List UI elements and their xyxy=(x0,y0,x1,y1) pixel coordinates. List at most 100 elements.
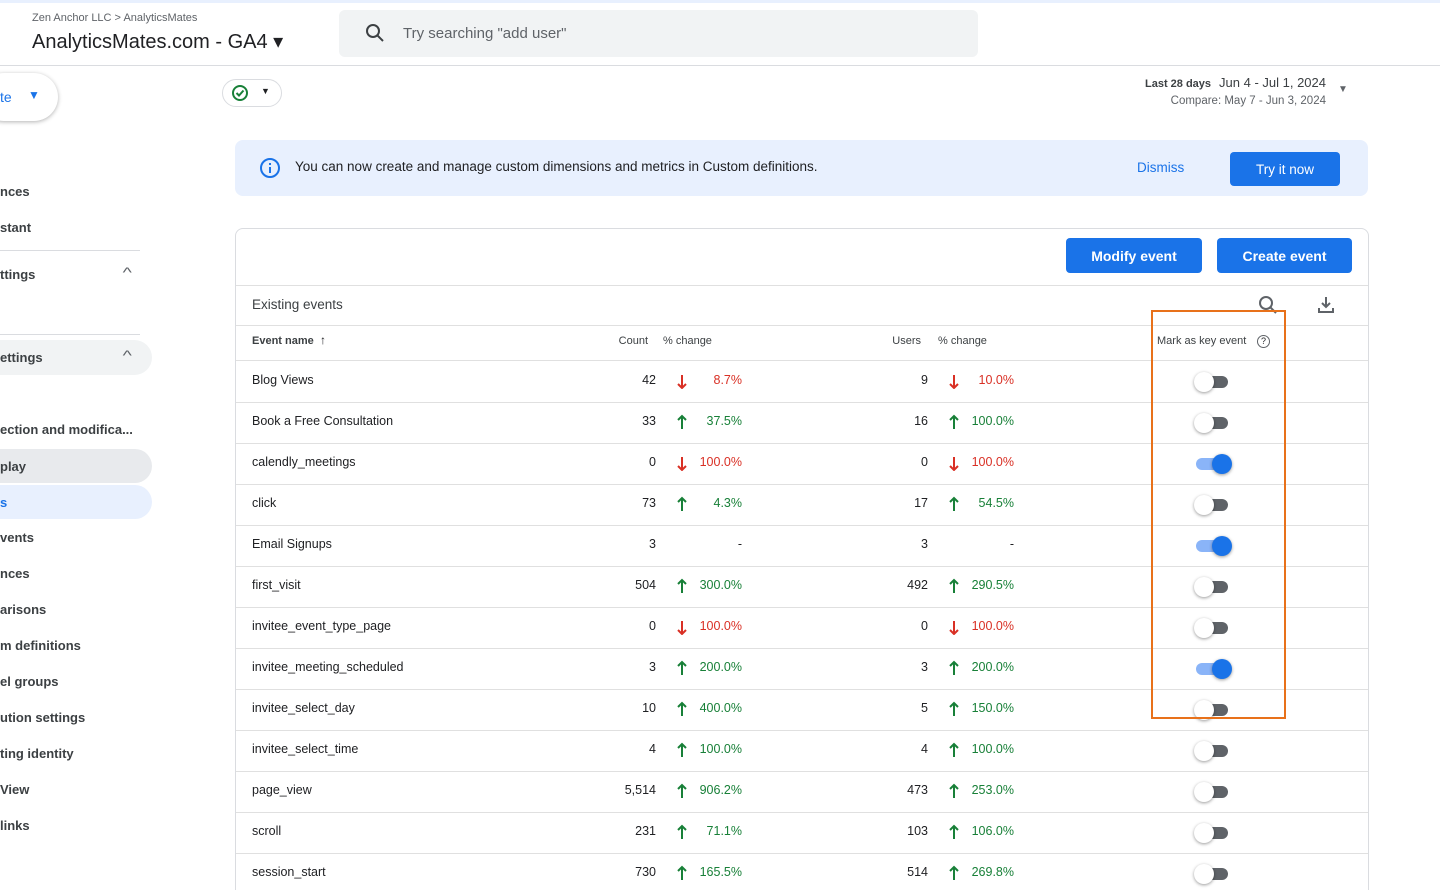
key-event-toggle[interactable] xyxy=(1194,741,1230,761)
count-change: 37.5% xyxy=(706,414,742,428)
count-change: 4.3% xyxy=(713,496,743,510)
count-change: 100.0% xyxy=(699,619,742,633)
table-row: invitee_meeting_scheduled 3 200.0% 3 200.0% xyxy=(236,648,1368,690)
users: 492 xyxy=(907,578,928,592)
trend-arrow xyxy=(677,701,687,717)
trend-arrow xyxy=(677,783,687,799)
dismiss-link[interactable]: Dismiss xyxy=(1137,160,1185,175)
nav-item[interactable]: m definitions xyxy=(0,638,81,653)
trend-arrow xyxy=(677,373,687,390)
count-change: 200.0% xyxy=(699,660,742,674)
key-event-toggle[interactable] xyxy=(1194,413,1230,433)
search-box[interactable]: Try searching "add user" xyxy=(339,10,978,57)
key-event-toggle[interactable] xyxy=(1194,823,1230,843)
nav-item[interactable]: s xyxy=(0,495,8,510)
modify-event-button[interactable]: Modify event xyxy=(1066,238,1202,273)
trend-arrow xyxy=(677,414,687,430)
status-chip[interactable]: ▼ xyxy=(222,79,282,107)
events-card: Modify event Create event Existing event… xyxy=(235,228,1369,890)
nav-item[interactable]: stant xyxy=(0,220,32,235)
count-change: 100.0% xyxy=(699,455,742,469)
key-event-toggle[interactable] xyxy=(1194,536,1232,556)
nav-item[interactable]: View xyxy=(0,782,30,797)
create-button[interactable]: te ▼ xyxy=(0,73,58,121)
nav-item[interactable]: ution settings xyxy=(0,710,86,725)
users-change: - xyxy=(1009,537,1014,551)
count: 10 xyxy=(642,701,656,715)
nav-item[interactable]: ection and modifica... xyxy=(0,422,133,437)
users: 9 xyxy=(921,373,928,387)
breadcrumb-item[interactable]: Zen Anchor LLC xyxy=(32,12,112,24)
nav-item[interactable]: vents xyxy=(0,530,34,545)
event-name: page_view xyxy=(252,783,312,797)
nav-item[interactable]: ettings xyxy=(0,350,43,365)
trend-arrow xyxy=(677,660,687,676)
count: 3 xyxy=(649,537,656,551)
users: 514 xyxy=(907,865,928,879)
table-row: invitee_select_time 4 100.0% 4 100.0% xyxy=(236,730,1368,772)
column-header[interactable]: Count xyxy=(618,335,648,347)
breadcrumb-item[interactable]: AnalyticsMates xyxy=(123,12,198,24)
count-change: 165.5% xyxy=(699,865,742,879)
users-change: 253.0% xyxy=(971,783,1014,797)
key-event-toggle[interactable] xyxy=(1194,577,1230,597)
key-event-toggle[interactable] xyxy=(1194,495,1230,515)
count-change: - xyxy=(737,537,742,551)
count: 5,514 xyxy=(624,783,656,797)
header-divider xyxy=(0,65,1440,66)
search-icon xyxy=(366,24,384,42)
column-header[interactable]: % change xyxy=(938,335,987,347)
nav-item[interactable]: ting identity xyxy=(0,746,74,761)
count-change: 400.0% xyxy=(699,701,742,715)
users: 103 xyxy=(907,824,928,838)
nav-item[interactable]: nces xyxy=(0,184,30,199)
nav-item[interactable]: links xyxy=(0,818,30,833)
create-event-button[interactable]: Create event xyxy=(1217,238,1352,273)
date-value: Jun 4 - Jul 1, 2024 xyxy=(1219,75,1326,90)
nav-highlight xyxy=(0,340,152,375)
count: 33 xyxy=(642,414,656,428)
nav-item[interactable]: nces xyxy=(0,566,30,581)
try-button[interactable]: Try it now xyxy=(1230,152,1340,186)
divider xyxy=(236,360,1368,361)
users-change: 100.0% xyxy=(971,414,1014,428)
table-row: session_start 730 165.5% 514 269.8% xyxy=(236,853,1368,890)
key-event-toggle[interactable] xyxy=(1194,618,1230,638)
key-event-toggle[interactable] xyxy=(1194,782,1230,802)
search-placeholder: Try searching "add user" xyxy=(403,25,567,42)
nav-highlight xyxy=(0,449,152,483)
key-event-toggle[interactable] xyxy=(1194,659,1232,679)
column-header[interactable]: Users xyxy=(892,335,921,347)
nav-item[interactable]: arisons xyxy=(0,602,47,617)
column-header[interactable]: Mark as key event xyxy=(1157,335,1247,347)
date-range[interactable]: Last 28 days Jun 4 - Jul 1, 2024 xyxy=(1100,75,1326,90)
users-change: 290.5% xyxy=(971,578,1014,592)
trend-arrow xyxy=(949,578,959,594)
download-icon[interactable] xyxy=(1316,295,1336,315)
table-row: scroll 231 71.1% 103 106.0% xyxy=(236,812,1368,854)
column-header[interactable]: % change xyxy=(663,335,712,347)
table-row: Book a Free Consultation 33 37.5% 16 100.0% xyxy=(236,402,1368,444)
event-name: invitee_select_time xyxy=(252,742,359,756)
count: 730 xyxy=(635,865,656,879)
nav-item[interactable]: play xyxy=(0,459,27,474)
column-header[interactable]: Event name xyxy=(252,335,314,347)
divider xyxy=(236,285,1368,286)
users-change: 100.0% xyxy=(971,742,1014,756)
users: 5 xyxy=(921,701,928,715)
nav-item[interactable]: ttings xyxy=(0,267,36,282)
divider xyxy=(236,325,1368,326)
table-row: Email Signups 3 - 3 - xyxy=(236,525,1368,567)
users: 473 xyxy=(907,783,928,797)
key-event-toggle[interactable] xyxy=(1194,454,1232,474)
nav-item[interactable]: el groups xyxy=(0,674,59,689)
create-button-label: te xyxy=(0,89,12,105)
key-event-toggle[interactable] xyxy=(1194,864,1230,884)
date-dropdown[interactable]: ▼ xyxy=(1338,84,1348,95)
property-selector[interactable]: AnalyticsMates.com - GA4 ▾ xyxy=(32,31,284,53)
key-event-toggle[interactable] xyxy=(1194,372,1230,392)
trend-arrow xyxy=(677,824,687,840)
users: 3 xyxy=(921,537,928,551)
key-event-toggle[interactable] xyxy=(1194,700,1230,720)
